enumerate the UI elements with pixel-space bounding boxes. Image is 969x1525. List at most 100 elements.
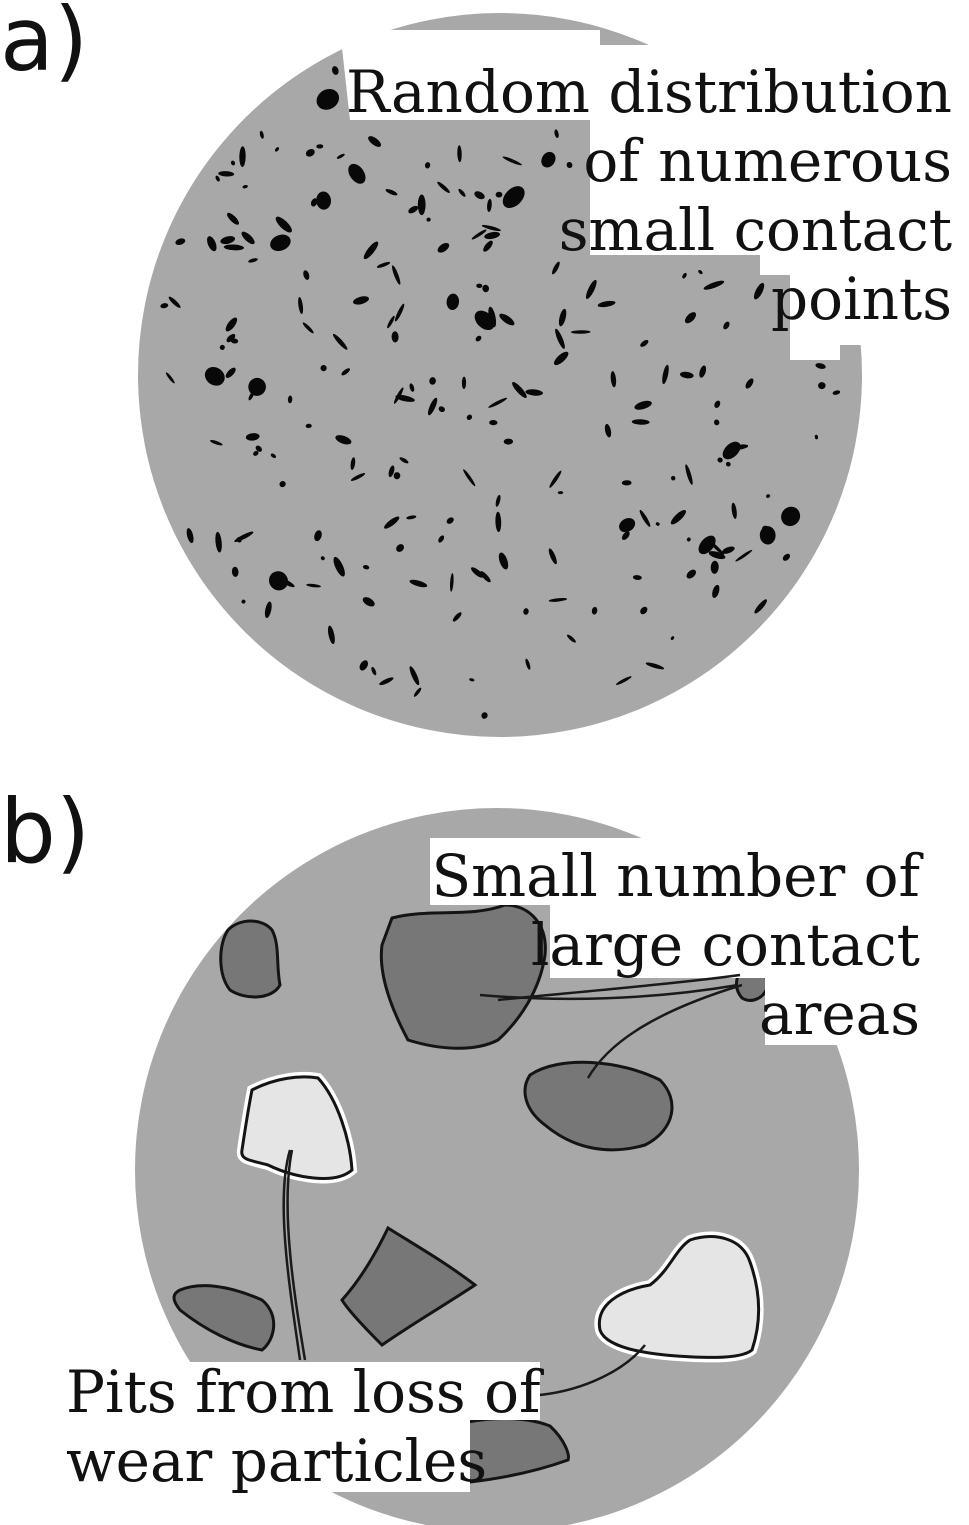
contact-point	[242, 184, 248, 189]
contact-point	[438, 535, 445, 543]
contact-point	[725, 461, 731, 467]
contact-area-1	[219, 919, 282, 999]
contact-point	[231, 566, 239, 577]
panel-b-contact-callout-line-1: Small number of	[431, 842, 923, 910]
contact-area-2	[379, 903, 547, 1050]
contact-point	[548, 548, 557, 565]
contact-point	[316, 88, 340, 110]
contact-point	[662, 364, 669, 385]
contact-point	[417, 194, 426, 216]
contact-point	[225, 367, 236, 378]
contact-point	[483, 240, 493, 252]
contact-point	[632, 575, 642, 580]
contact-point	[476, 283, 483, 289]
contact-point	[274, 147, 280, 152]
contact-point	[279, 481, 286, 488]
panel-a: a) Random distribution of numerous small…	[0, 0, 960, 737]
contact-point	[248, 377, 266, 396]
leader-pit-1b	[286, 1149, 307, 1361]
contact-point	[335, 435, 352, 445]
contact-point	[353, 296, 369, 305]
contact-point	[268, 571, 289, 591]
panel-b-contact-callout-background	[430, 838, 925, 1045]
contact-point	[457, 145, 462, 163]
contact-point	[387, 315, 395, 329]
contact-point	[597, 300, 616, 308]
contact-point	[471, 229, 487, 240]
contact-point	[245, 433, 260, 441]
contact-point	[336, 153, 345, 159]
contact-point	[241, 599, 246, 604]
contact-point	[363, 241, 379, 260]
contact-point	[640, 339, 649, 347]
panel-b-leader-lines	[282, 973, 743, 1397]
contact-point	[234, 531, 254, 543]
contact-point	[165, 372, 175, 384]
contact-point	[394, 303, 405, 322]
leader-pit-2	[539, 1344, 646, 1397]
contact-point	[699, 365, 707, 378]
contact-point	[610, 371, 617, 388]
contact-point	[215, 531, 222, 553]
contact-point	[685, 464, 693, 485]
contact-point	[721, 546, 735, 554]
contact-point	[814, 434, 819, 440]
contact-point	[498, 552, 509, 570]
contact-point	[619, 518, 636, 533]
contact-point	[670, 475, 676, 481]
contact-point	[566, 161, 573, 169]
contact-point	[270, 453, 277, 459]
contact-point	[645, 662, 665, 670]
leader-contact-area-2	[479, 983, 739, 1001]
contact-point	[621, 480, 632, 486]
contact-point	[210, 440, 223, 446]
contact-point	[549, 470, 562, 488]
contact-point	[541, 151, 556, 168]
contact-point	[686, 537, 691, 542]
contact-point	[670, 636, 675, 641]
contact-point	[248, 258, 258, 263]
contact-point	[399, 457, 409, 464]
contact-point	[253, 450, 259, 456]
contact-point	[554, 129, 559, 139]
contact-point	[160, 303, 169, 309]
contact-point	[207, 236, 217, 252]
contact-point	[604, 423, 612, 438]
contact-point	[227, 212, 239, 225]
contact-point	[482, 284, 490, 293]
contact-point	[204, 366, 225, 386]
contact-area-4	[523, 1060, 674, 1152]
contact-point	[523, 608, 529, 615]
contact-point	[461, 376, 467, 389]
contact-point	[350, 473, 366, 481]
contact-point	[362, 597, 375, 607]
contact-point	[239, 146, 246, 167]
contact-point	[393, 472, 401, 480]
contact-point	[452, 612, 462, 622]
contact-point	[655, 522, 660, 526]
contact-point	[640, 606, 648, 615]
contact-point	[218, 171, 235, 177]
contact-point	[615, 676, 632, 685]
contact-point	[553, 351, 569, 366]
panel-a-label: a)	[0, 0, 88, 91]
contact-point	[429, 377, 436, 385]
contact-point	[634, 400, 652, 410]
contact-point	[631, 419, 650, 425]
contact-point	[708, 551, 726, 560]
contact-point	[466, 414, 473, 421]
contact-area-5	[172, 1284, 276, 1352]
contact-point	[368, 136, 382, 147]
contact-point	[714, 400, 721, 408]
contact-point	[409, 383, 415, 392]
contact-point	[406, 515, 417, 520]
contact-point	[332, 333, 348, 350]
contact-point	[226, 333, 236, 343]
contact-point	[426, 217, 431, 222]
contact-point	[327, 625, 335, 645]
leader-contact-area-4	[586, 983, 743, 1079]
panel-b-contact-callout: Small number of large contact areas	[431, 842, 923, 1048]
contact-point	[723, 321, 730, 330]
contact-point	[525, 389, 543, 396]
contact-point	[168, 296, 181, 308]
